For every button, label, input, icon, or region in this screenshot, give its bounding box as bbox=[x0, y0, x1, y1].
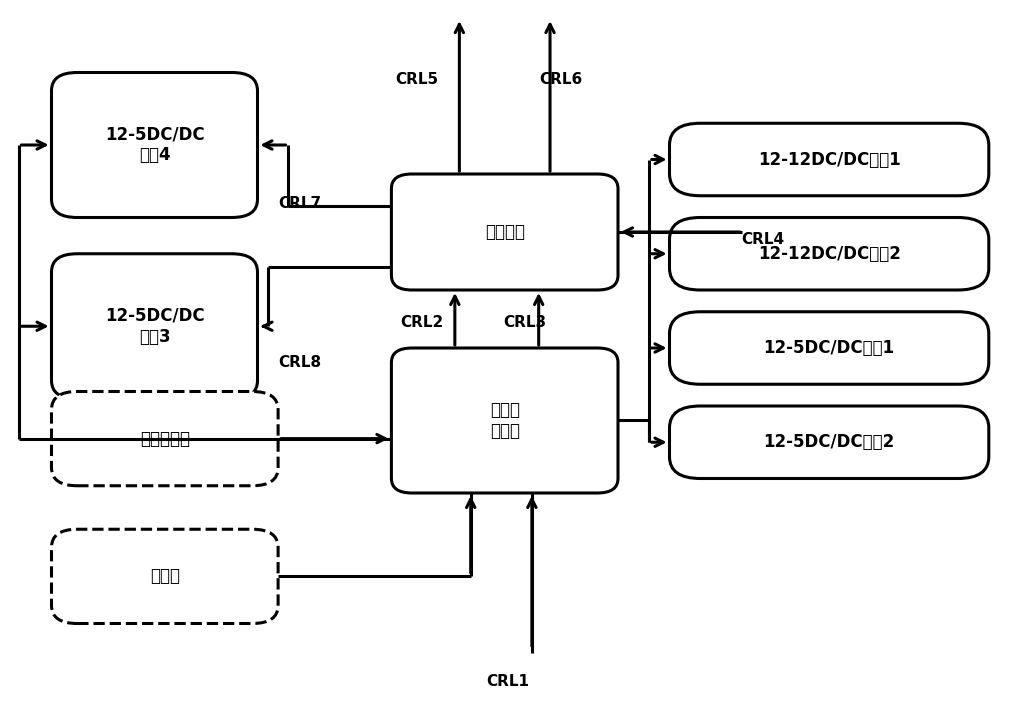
Text: 逻辑电路: 逻辑电路 bbox=[485, 223, 524, 241]
Text: CRL5: CRL5 bbox=[396, 72, 439, 87]
Text: 12-12DC/DC模块2: 12-12DC/DC模块2 bbox=[758, 245, 900, 262]
Text: CRL4: CRL4 bbox=[742, 232, 785, 246]
FancyBboxPatch shape bbox=[670, 123, 989, 196]
Text: 电池包: 电池包 bbox=[149, 568, 180, 585]
FancyBboxPatch shape bbox=[670, 218, 989, 290]
Text: 12-5DC/DC模块2: 12-5DC/DC模块2 bbox=[763, 434, 895, 451]
Text: 12-12DC/DC模块1: 12-12DC/DC模块1 bbox=[758, 151, 900, 168]
Text: CRL8: CRL8 bbox=[278, 355, 321, 370]
FancyBboxPatch shape bbox=[391, 348, 618, 493]
FancyBboxPatch shape bbox=[52, 254, 258, 399]
FancyBboxPatch shape bbox=[670, 406, 989, 479]
FancyBboxPatch shape bbox=[52, 72, 258, 218]
Text: 12-5DC/DC模块1: 12-5DC/DC模块1 bbox=[763, 339, 895, 357]
Text: CRL7: CRL7 bbox=[278, 196, 321, 210]
FancyBboxPatch shape bbox=[670, 312, 989, 384]
FancyBboxPatch shape bbox=[391, 174, 618, 290]
Text: 电源切
换模块: 电源切 换模块 bbox=[489, 401, 520, 440]
Text: 车载蓄电池: 车载蓄电池 bbox=[140, 430, 190, 447]
Text: CRL3: CRL3 bbox=[504, 315, 547, 330]
Text: CRL6: CRL6 bbox=[540, 72, 583, 87]
Text: CRL1: CRL1 bbox=[486, 674, 529, 689]
Text: 12-5DC/DC
模块3: 12-5DC/DC 模块3 bbox=[105, 307, 204, 346]
FancyBboxPatch shape bbox=[52, 529, 278, 624]
FancyBboxPatch shape bbox=[52, 392, 278, 486]
Text: 12-5DC/DC
模块4: 12-5DC/DC 模块4 bbox=[105, 125, 204, 165]
Text: CRL2: CRL2 bbox=[401, 315, 444, 330]
